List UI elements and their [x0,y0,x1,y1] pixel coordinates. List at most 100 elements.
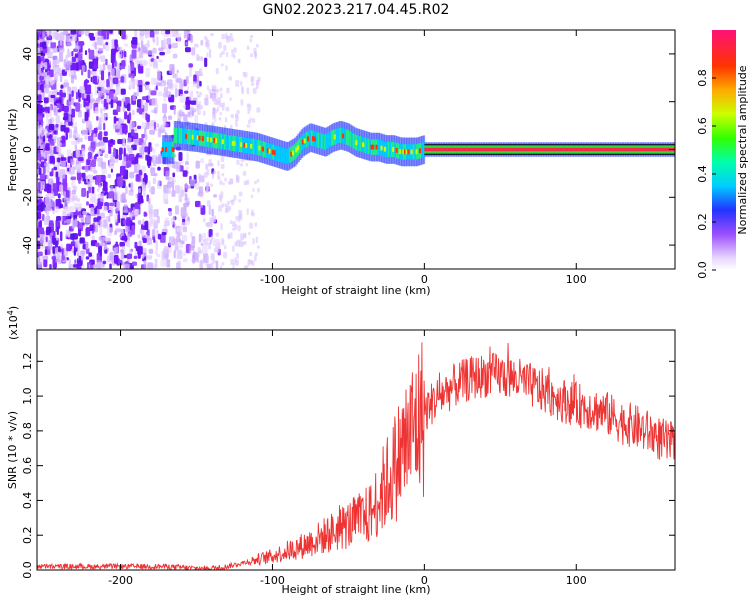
heatmap-cell [49,145,53,156]
heatmap-cell [223,44,227,51]
heatmap-cell [178,152,183,162]
ridge-peak [403,149,407,155]
heatmap-cell [134,128,137,132]
heatmap-cell [218,205,222,212]
heatmap-cell [242,171,247,176]
heatmap-cell [129,171,135,179]
heatmap-cell [222,182,225,186]
ridge-peak [639,147,643,152]
ridge-peak [492,147,496,152]
ridge-peak [651,147,655,152]
heatmap-cell [78,41,84,46]
heatmap-cell [196,90,199,95]
heatmap-cell [128,80,135,89]
heatmap-cell [202,244,208,255]
heatmap-cell [50,140,55,146]
ridge-peak [469,147,472,152]
y-tick-label: 0 [21,146,34,153]
heatmap-cell [77,157,84,162]
ridge-peak [564,147,568,152]
heatmap-cell [218,102,223,108]
heatmap-cell [252,118,256,123]
heatmap-cell [197,247,201,253]
heatmap-cell [153,107,158,114]
heatmap-cell [205,163,208,170]
heatmap-cell [84,135,88,140]
ridge-peak [295,147,299,153]
ridge-peak [616,147,619,152]
heatmap-cell [94,107,100,114]
heatmap-cell [208,88,212,94]
ridge-peak [581,147,584,152]
ridge-peak [333,134,337,140]
heatmap-cell [210,262,214,269]
heatmap-cell [241,87,244,95]
ridge-core [299,138,302,154]
heatmap-cell [220,87,223,92]
ridge-peak [589,147,593,152]
ridge-core [315,131,319,148]
heatmap-cell [210,183,214,187]
ridge-peak [633,147,636,152]
ridge-peak [303,138,307,144]
heatmap-cell [84,50,88,56]
heatmap-cell [115,241,119,248]
colorbar-tick-label: 0.8 [696,69,709,87]
heatmap-cell [146,237,152,245]
ridge-core [225,134,228,150]
snr-exponent-close: ) [7,306,20,310]
heatmap-cell [100,55,106,63]
ridge-peak [441,147,444,152]
spectrogram-ylabel: Frequency (Hz) [6,109,19,192]
heatmap-cell [128,153,135,161]
ridge-peak [509,147,513,152]
heatmap-cell [174,88,178,98]
heatmap-cell [75,91,78,100]
ridge-peak [213,138,217,143]
heatmap-cell [116,46,123,51]
heatmap-cell [102,260,107,265]
heatmap-cell [43,97,49,104]
heatmap-cell [39,139,43,144]
heatmap-cell [166,259,171,268]
heatmap-cell [42,107,46,113]
ridge-peak [424,147,427,152]
heatmap-cell [43,150,50,159]
heatmap-cell [160,259,167,267]
ridge-peak [301,139,305,145]
heatmap-cell [73,48,79,53]
heatmap-cell [111,68,115,78]
ridge-peak [579,147,583,152]
heatmap-cell [38,227,44,235]
heatmap-cell [168,43,172,49]
ridge-core [177,127,180,144]
ridge-core [182,128,185,144]
heatmap-cell [151,98,155,105]
heatmap-cell [48,69,54,78]
ridge-core [359,136,362,152]
heatmap-cell [176,77,182,83]
ridge-peak [290,151,294,157]
ridge-peak [434,147,437,152]
heatmap-cell [48,123,55,131]
ridge-peak [614,147,618,152]
heatmap-cell [49,155,55,164]
ridge-peak [191,134,195,140]
ridge-peak [578,147,581,152]
heatmap-cell [66,218,72,224]
heatmap-cell [155,85,158,91]
heatmap-cell [226,51,229,58]
heatmap-cell [94,221,100,226]
heatmap-cell [205,186,208,192]
ridge-peak [491,147,494,152]
heatmap-cell [46,30,53,36]
heatmap-cell [55,219,61,230]
heatmap-cell [42,41,47,49]
heatmap-cell [113,116,117,124]
ridge-peak [598,147,601,152]
heatmap-cell [155,240,158,251]
heatmap-cell [81,222,85,226]
heatmap-cell [106,237,111,243]
heatmap-cell [59,169,66,179]
heatmap-cell [185,76,189,85]
